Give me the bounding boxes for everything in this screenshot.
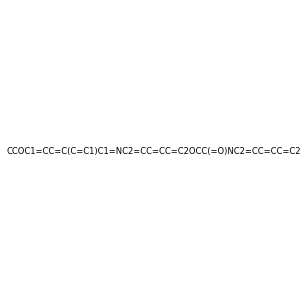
Text: CCOC1=CC=C(C=C1)C1=NC2=CC=CC=C2OCC(=O)NC2=CC=CC=C2: CCOC1=CC=C(C=C1)C1=NC2=CC=CC=C2OCC(=O)NC…: [7, 147, 300, 156]
